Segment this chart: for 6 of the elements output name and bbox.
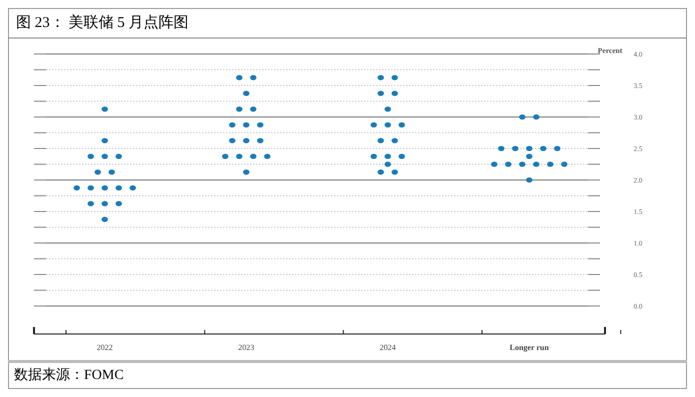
x-tick-label: 2022 bbox=[96, 343, 113, 352]
x-tick-label: 2024 bbox=[380, 343, 396, 352]
chart-title: 图 23： 美联储 5 月点阵图 bbox=[16, 14, 188, 31]
x-tick-label: Longer run bbox=[510, 343, 550, 352]
source-note: 数据来源：FOMC bbox=[14, 367, 124, 383]
x-tick-label: 2023 bbox=[238, 343, 254, 352]
